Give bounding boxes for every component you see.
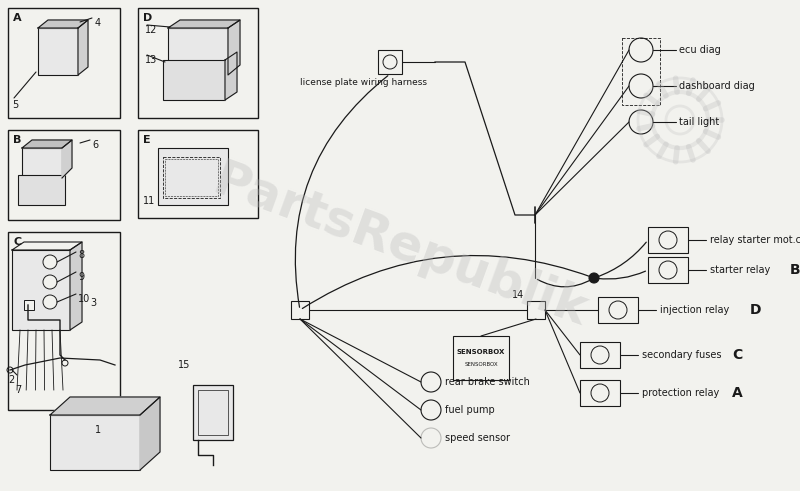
Bar	[291, 301, 309, 319]
Text: starter relay: starter relay	[710, 265, 770, 275]
Circle shape	[383, 55, 397, 69]
Text: 13: 13	[145, 55, 158, 65]
Circle shape	[43, 255, 57, 269]
Bar	[598, 297, 638, 323]
Text: protection relay: protection relay	[642, 388, 719, 398]
Bar	[18, 175, 65, 205]
Circle shape	[421, 372, 441, 392]
Bar	[163, 157, 220, 198]
Text: D: D	[143, 13, 152, 23]
Text: rear brake switch: rear brake switch	[445, 377, 530, 387]
Circle shape	[591, 384, 609, 402]
Bar	[193, 385, 233, 440]
Bar	[648, 227, 688, 253]
Bar	[648, 257, 688, 283]
Polygon shape	[78, 20, 88, 75]
Polygon shape	[225, 52, 237, 100]
Text: 9: 9	[78, 272, 84, 282]
Circle shape	[629, 74, 653, 98]
Circle shape	[629, 38, 653, 62]
Text: 15: 15	[178, 360, 190, 370]
Text: PartsRepublik: PartsRepublik	[206, 155, 594, 336]
Circle shape	[421, 400, 441, 420]
Text: B-E: B-E	[790, 263, 800, 277]
Polygon shape	[168, 20, 240, 28]
Text: secondary fuses: secondary fuses	[642, 350, 722, 360]
Bar	[8, 232, 120, 410]
Text: E: E	[143, 135, 150, 145]
Text: SENSORBOX: SENSORBOX	[457, 349, 505, 355]
Bar	[165, 159, 218, 196]
Polygon shape	[62, 140, 72, 178]
Text: 8: 8	[78, 250, 84, 260]
Text: 1: 1	[95, 425, 101, 435]
Text: speed sensor: speed sensor	[445, 433, 510, 443]
Bar	[8, 130, 120, 220]
Circle shape	[589, 273, 599, 283]
Text: 11: 11	[143, 196, 155, 206]
Bar	[622, 38, 660, 105]
Text: 6: 6	[92, 140, 98, 150]
Bar	[163, 60, 225, 100]
Text: 3: 3	[90, 298, 96, 308]
Text: fuel pump: fuel pump	[445, 405, 494, 415]
Bar	[378, 50, 402, 74]
Bar	[168, 28, 228, 75]
Circle shape	[43, 295, 57, 309]
Text: license plate wiring harness: license plate wiring harness	[300, 78, 427, 87]
Polygon shape	[38, 20, 88, 28]
Bar	[158, 148, 228, 205]
Bar	[527, 301, 545, 319]
Text: A: A	[732, 386, 742, 400]
Circle shape	[421, 428, 441, 448]
Bar	[198, 390, 228, 435]
Circle shape	[43, 275, 57, 289]
Polygon shape	[140, 397, 160, 470]
Bar	[12, 250, 70, 330]
Circle shape	[629, 110, 653, 134]
Bar	[22, 148, 62, 178]
Text: 12: 12	[145, 25, 158, 35]
Text: B: B	[13, 135, 22, 145]
Text: SENSORBOX: SENSORBOX	[464, 362, 498, 367]
Polygon shape	[22, 140, 72, 148]
Circle shape	[591, 346, 609, 364]
Circle shape	[659, 261, 677, 279]
Text: relay starter mot.cable: relay starter mot.cable	[710, 235, 800, 245]
Text: 14: 14	[512, 290, 524, 300]
Bar	[24, 300, 34, 310]
Circle shape	[609, 301, 627, 319]
Polygon shape	[228, 20, 240, 75]
Text: tail light: tail light	[679, 117, 719, 127]
Bar	[580, 380, 620, 406]
Bar	[8, 8, 120, 118]
Polygon shape	[50, 397, 160, 415]
Text: D: D	[750, 303, 762, 317]
Bar	[138, 8, 258, 118]
Bar	[38, 28, 78, 75]
Text: ecu diag: ecu diag	[679, 45, 721, 55]
Bar	[138, 130, 258, 218]
Text: C: C	[732, 348, 742, 362]
Text: A: A	[13, 13, 22, 23]
Polygon shape	[70, 242, 82, 330]
Text: 4: 4	[95, 18, 101, 28]
Text: 5: 5	[12, 100, 18, 110]
Bar	[580, 342, 620, 368]
Circle shape	[659, 231, 677, 249]
Bar	[453, 336, 509, 380]
Text: injection relay: injection relay	[660, 305, 730, 315]
Text: dashboard diag: dashboard diag	[679, 81, 754, 91]
Text: 7: 7	[15, 385, 22, 395]
Bar	[50, 415, 140, 470]
Text: C: C	[13, 237, 21, 247]
Text: 10: 10	[78, 294, 90, 304]
Text: 2: 2	[8, 375, 14, 385]
